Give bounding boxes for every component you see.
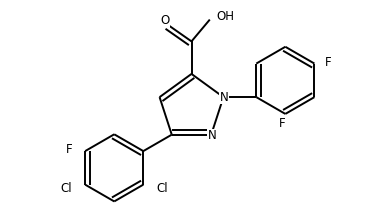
Text: OH: OH <box>216 10 234 23</box>
Text: N: N <box>208 129 217 142</box>
Text: F: F <box>324 56 331 69</box>
Text: Cl: Cl <box>157 182 168 195</box>
Text: N: N <box>220 91 229 104</box>
Text: F: F <box>66 143 73 155</box>
Text: Cl: Cl <box>61 182 72 195</box>
Text: F: F <box>279 117 286 130</box>
Text: O: O <box>160 14 170 28</box>
